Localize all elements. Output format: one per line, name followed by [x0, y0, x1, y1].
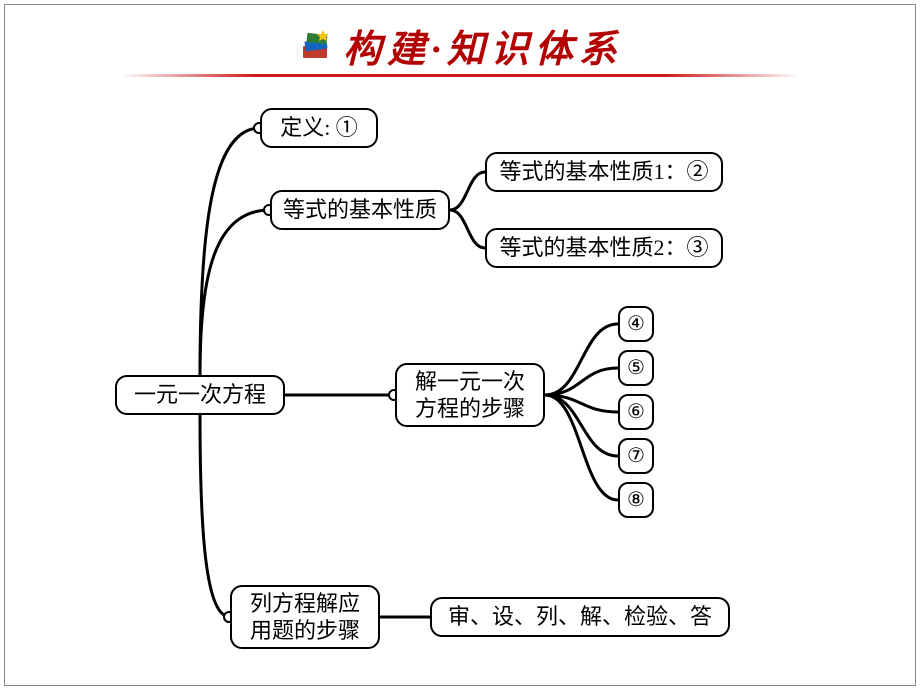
page-title: 构建·知识体系: [343, 18, 623, 73]
page-frame: [4, 4, 916, 686]
node-root: 一元一次方程: [115, 375, 285, 415]
node-s4: ⑦: [618, 438, 654, 474]
node-prop: 等式的基本性质: [270, 190, 450, 230]
header-divider: [120, 74, 800, 77]
node-appl: 列方程解应 用题的步骤: [230, 585, 380, 649]
node-s3: ⑥: [618, 394, 654, 430]
node-s2: ⑤: [618, 350, 654, 386]
node-s1: ④: [618, 306, 654, 342]
node-steps: 解一元一次 方程的步骤: [395, 363, 545, 427]
node-s5: ⑧: [618, 482, 654, 518]
node-prop2: 等式的基本性质2：③: [485, 228, 723, 268]
node-appl_d: 审、设、列、解、检验、答: [430, 597, 730, 637]
books-icon: [297, 28, 333, 64]
node-prop1: 等式的基本性质1：②: [485, 152, 723, 192]
header: 构建·知识体系: [0, 18, 920, 73]
node-def: 定义: ①: [260, 108, 378, 148]
